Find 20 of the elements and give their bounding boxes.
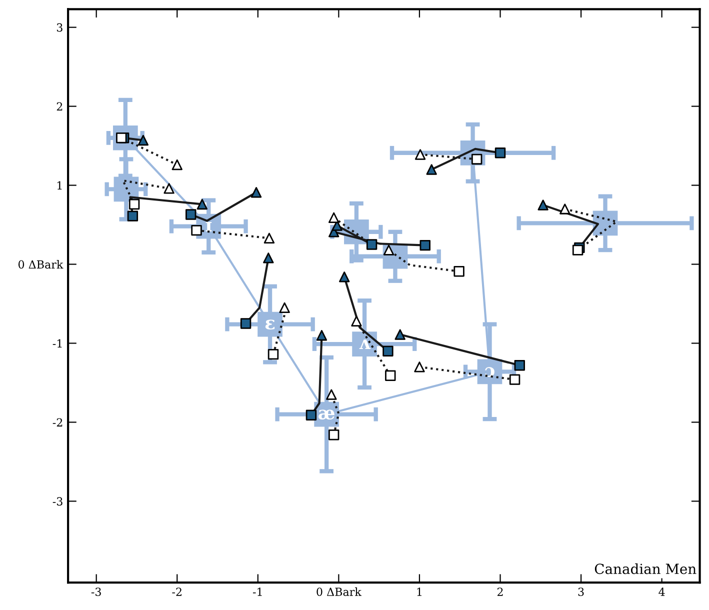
x-tick-label: 4 [658, 588, 665, 596]
annotation: ɪ [206, 222, 212, 232]
annotation: ɛ [265, 320, 275, 330]
x-tick-label: -2 [172, 588, 182, 596]
x-tick-label: 1 [417, 588, 422, 596]
y-tick-label: 3 [56, 23, 62, 32]
annotation: ʌ [359, 340, 371, 350]
annotation: æ [318, 410, 335, 420]
x-tick-label: 3 [578, 588, 584, 596]
x-tick-label: 0 ΔBark [316, 587, 362, 596]
y-tick-label: 2 [56, 102, 62, 111]
y-tick-label: 0 ΔBark [18, 260, 64, 269]
y-tick-label: -3 [52, 497, 62, 506]
y-tick-label: -1 [52, 339, 62, 348]
y-tick-label: -2 [52, 418, 62, 426]
x-tick-label: -3 [91, 588, 101, 596]
x-tick-label: 2 [497, 588, 503, 596]
x-tick-label: -1 [252, 588, 262, 596]
y-tick-label: 1 [57, 181, 62, 190]
annotation: Canadian Men [594, 563, 696, 574]
